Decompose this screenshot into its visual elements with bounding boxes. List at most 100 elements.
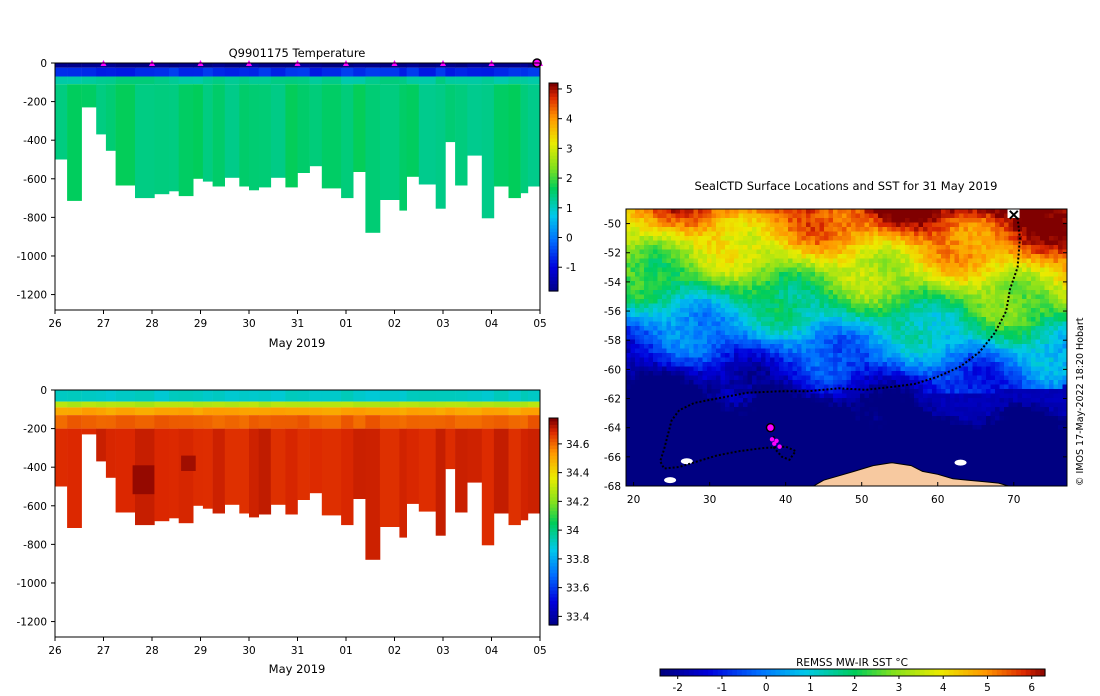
sst-cell xyxy=(707,393,712,399)
sst-cell xyxy=(770,258,775,264)
sst-cell xyxy=(815,317,820,322)
sst-cell xyxy=(909,276,915,282)
sst-cell xyxy=(815,240,820,246)
sst-cell xyxy=(828,222,834,228)
sst-cell xyxy=(720,330,726,336)
sst-cell xyxy=(770,276,775,282)
colorbar-segment xyxy=(549,252,558,257)
sst-cell xyxy=(932,281,937,286)
sst-cell xyxy=(828,393,834,399)
sst-cell xyxy=(630,285,636,291)
profile-cell xyxy=(406,390,419,402)
sst-cell xyxy=(972,353,978,358)
sst-cell xyxy=(1035,398,1041,403)
sst-cell xyxy=(1058,294,1063,300)
sst-cell xyxy=(810,357,816,363)
sst-cell xyxy=(972,249,978,255)
sst-cell xyxy=(662,209,667,214)
sst-cell xyxy=(936,258,942,264)
sst-cell xyxy=(981,375,987,381)
sst-cell xyxy=(959,303,964,309)
sst-cell xyxy=(810,254,816,259)
sst-cell xyxy=(716,312,721,318)
sst-cell xyxy=(765,353,771,358)
sst-cell xyxy=(635,285,640,291)
sst-cell xyxy=(1040,254,1045,259)
sst-cell xyxy=(959,209,964,214)
profile-cell xyxy=(270,76,286,85)
sst-cell xyxy=(972,357,978,363)
sst-cell xyxy=(900,213,906,219)
sst-cell xyxy=(648,276,654,282)
sst-cell xyxy=(684,402,690,408)
profile-cell xyxy=(239,407,250,416)
profile-cell xyxy=(81,84,97,108)
sst-cell xyxy=(720,317,726,322)
sst-cell xyxy=(1044,317,1050,322)
sst-cell xyxy=(716,258,721,264)
sst-cell xyxy=(1062,245,1067,250)
sst-cell xyxy=(851,249,856,255)
sst-cell xyxy=(923,267,928,273)
colorbar-segment xyxy=(549,611,558,616)
sst-cell xyxy=(630,353,636,358)
sst-cell xyxy=(693,231,699,237)
sst-cell xyxy=(887,276,892,282)
sst-cell xyxy=(1044,231,1050,237)
sst-cell xyxy=(927,249,933,255)
sst-cell xyxy=(981,245,987,250)
colorbar-segment xyxy=(549,131,558,136)
sst-cell xyxy=(779,317,784,322)
sst-cell xyxy=(810,402,816,408)
sst-cell xyxy=(824,317,829,322)
sst-cell xyxy=(833,267,838,273)
sst-cell xyxy=(639,402,645,408)
sst-cell xyxy=(698,276,703,282)
sst-cell xyxy=(770,366,775,372)
sst-cell xyxy=(896,213,901,219)
sst-cell xyxy=(819,281,825,286)
sst-cell xyxy=(905,290,910,295)
sst-cell xyxy=(1035,258,1041,264)
sst-cell xyxy=(783,308,789,313)
sst-cell xyxy=(909,272,915,277)
profile-cell xyxy=(193,84,204,179)
sst-cell xyxy=(1035,389,1041,394)
sst-cell xyxy=(729,344,735,349)
sst-cell xyxy=(846,317,852,322)
sst-cell xyxy=(977,330,982,336)
sst-cell xyxy=(779,240,784,246)
sst-cell xyxy=(693,303,699,309)
sst-cell xyxy=(743,272,748,277)
sst-cell xyxy=(824,339,829,345)
sst-cell xyxy=(680,362,685,367)
sst-cell xyxy=(932,321,937,327)
sst-cell xyxy=(819,222,825,228)
sst-cell xyxy=(972,240,978,246)
sst-cell xyxy=(1053,209,1059,214)
sst-cell xyxy=(743,380,748,385)
sst-cell xyxy=(1062,281,1067,286)
sst-cell xyxy=(1022,312,1027,318)
sst-cell xyxy=(783,389,789,394)
sst-cell xyxy=(869,272,874,277)
sst-cell xyxy=(734,371,739,376)
sst-cell xyxy=(1053,240,1059,246)
sst-cell xyxy=(1044,344,1050,349)
sst-cell xyxy=(630,407,636,412)
sst-cell xyxy=(1058,384,1063,390)
sst-cell xyxy=(752,321,757,327)
sst-cell xyxy=(1035,335,1041,340)
profile-cell xyxy=(527,415,541,429)
sst-cell xyxy=(837,344,843,349)
sst-cell xyxy=(657,285,663,291)
sst-cell xyxy=(698,290,703,295)
sst-cell xyxy=(716,353,721,358)
sst-cell xyxy=(882,240,888,246)
sst-cell xyxy=(1031,371,1036,376)
profile-cell xyxy=(239,67,250,77)
sst-cell xyxy=(630,375,636,381)
sst-cell xyxy=(720,285,726,291)
sst-cell xyxy=(662,317,667,322)
sst-cell xyxy=(833,249,838,255)
